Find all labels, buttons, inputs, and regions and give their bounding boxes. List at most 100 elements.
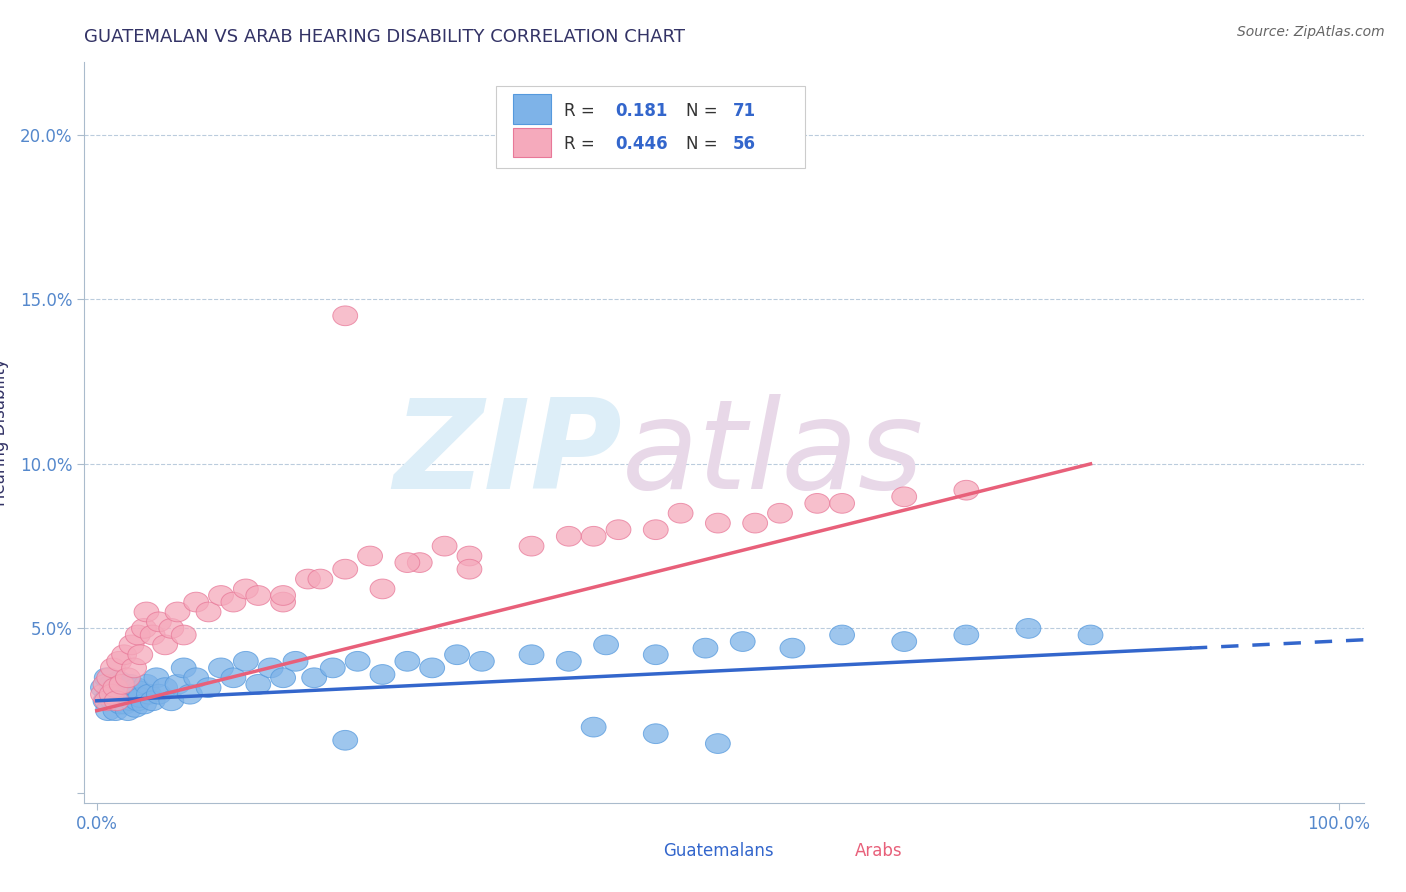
Ellipse shape <box>122 658 146 678</box>
Ellipse shape <box>134 602 159 622</box>
Ellipse shape <box>644 520 668 540</box>
Ellipse shape <box>122 698 148 717</box>
Ellipse shape <box>953 625 979 645</box>
Ellipse shape <box>259 658 283 678</box>
Ellipse shape <box>457 559 482 579</box>
Ellipse shape <box>111 645 136 665</box>
Ellipse shape <box>94 691 120 711</box>
Ellipse shape <box>891 487 917 507</box>
Ellipse shape <box>172 625 197 645</box>
Ellipse shape <box>519 536 544 556</box>
Ellipse shape <box>159 691 184 711</box>
Ellipse shape <box>146 612 172 632</box>
Ellipse shape <box>693 639 718 658</box>
Ellipse shape <box>271 668 295 688</box>
Ellipse shape <box>93 691 118 711</box>
FancyBboxPatch shape <box>496 87 804 169</box>
Text: GUATEMALAN VS ARAB HEARING DISABILITY CORRELATION CHART: GUATEMALAN VS ARAB HEARING DISABILITY CO… <box>84 28 685 45</box>
FancyBboxPatch shape <box>513 95 551 124</box>
FancyBboxPatch shape <box>621 836 654 864</box>
Ellipse shape <box>233 651 259 671</box>
Ellipse shape <box>333 306 357 326</box>
Ellipse shape <box>141 625 165 645</box>
Ellipse shape <box>519 645 544 665</box>
Ellipse shape <box>395 651 420 671</box>
Ellipse shape <box>104 691 129 711</box>
Ellipse shape <box>295 569 321 589</box>
Ellipse shape <box>96 701 121 721</box>
Text: Arabs: Arabs <box>855 842 903 860</box>
Ellipse shape <box>346 651 370 671</box>
Ellipse shape <box>742 513 768 533</box>
Ellipse shape <box>457 546 482 566</box>
Ellipse shape <box>333 559 357 579</box>
Ellipse shape <box>184 668 208 688</box>
Ellipse shape <box>100 658 125 678</box>
Text: 56: 56 <box>733 135 756 153</box>
Ellipse shape <box>283 651 308 671</box>
Ellipse shape <box>120 691 143 711</box>
Ellipse shape <box>122 684 146 704</box>
Ellipse shape <box>125 691 150 711</box>
Text: 0.446: 0.446 <box>616 135 668 153</box>
Ellipse shape <box>370 665 395 684</box>
Ellipse shape <box>125 625 150 645</box>
Ellipse shape <box>100 684 124 704</box>
Ellipse shape <box>444 645 470 665</box>
Ellipse shape <box>128 688 153 707</box>
Ellipse shape <box>233 579 259 599</box>
Ellipse shape <box>114 678 139 698</box>
Ellipse shape <box>271 586 295 606</box>
Ellipse shape <box>408 553 432 573</box>
Ellipse shape <box>128 645 153 665</box>
Ellipse shape <box>395 553 420 573</box>
Ellipse shape <box>302 668 326 688</box>
Ellipse shape <box>557 651 581 671</box>
Ellipse shape <box>94 668 120 688</box>
Ellipse shape <box>101 678 127 698</box>
Text: N =: N = <box>686 135 723 153</box>
Ellipse shape <box>668 503 693 523</box>
Ellipse shape <box>141 691 165 711</box>
Ellipse shape <box>208 658 233 678</box>
Ellipse shape <box>100 691 125 711</box>
Text: R =: R = <box>564 135 600 153</box>
Ellipse shape <box>111 684 136 704</box>
Ellipse shape <box>127 681 152 701</box>
Ellipse shape <box>103 678 128 698</box>
Ellipse shape <box>581 717 606 737</box>
Ellipse shape <box>830 625 855 645</box>
Ellipse shape <box>153 678 177 698</box>
Ellipse shape <box>132 694 156 714</box>
Ellipse shape <box>221 592 246 612</box>
Ellipse shape <box>197 678 221 698</box>
Ellipse shape <box>246 586 271 606</box>
Ellipse shape <box>557 526 581 546</box>
Ellipse shape <box>246 674 271 694</box>
Ellipse shape <box>593 635 619 655</box>
Text: Guatemalans: Guatemalans <box>662 842 773 860</box>
Ellipse shape <box>153 635 177 655</box>
Ellipse shape <box>165 602 190 622</box>
Ellipse shape <box>804 493 830 513</box>
Ellipse shape <box>768 503 793 523</box>
Ellipse shape <box>432 536 457 556</box>
Ellipse shape <box>357 546 382 566</box>
Ellipse shape <box>830 493 855 513</box>
FancyBboxPatch shape <box>513 128 551 157</box>
Ellipse shape <box>470 651 495 671</box>
Y-axis label: Hearing Disability: Hearing Disability <box>0 359 8 507</box>
Ellipse shape <box>107 651 132 671</box>
Ellipse shape <box>706 734 730 754</box>
Ellipse shape <box>644 645 668 665</box>
Ellipse shape <box>581 526 606 546</box>
Ellipse shape <box>110 691 134 711</box>
Ellipse shape <box>172 658 197 678</box>
Ellipse shape <box>333 731 357 750</box>
Ellipse shape <box>117 688 142 707</box>
Ellipse shape <box>136 684 162 704</box>
Ellipse shape <box>132 618 156 639</box>
Text: ZIP: ZIP <box>394 394 621 516</box>
Ellipse shape <box>730 632 755 651</box>
Ellipse shape <box>644 723 668 744</box>
